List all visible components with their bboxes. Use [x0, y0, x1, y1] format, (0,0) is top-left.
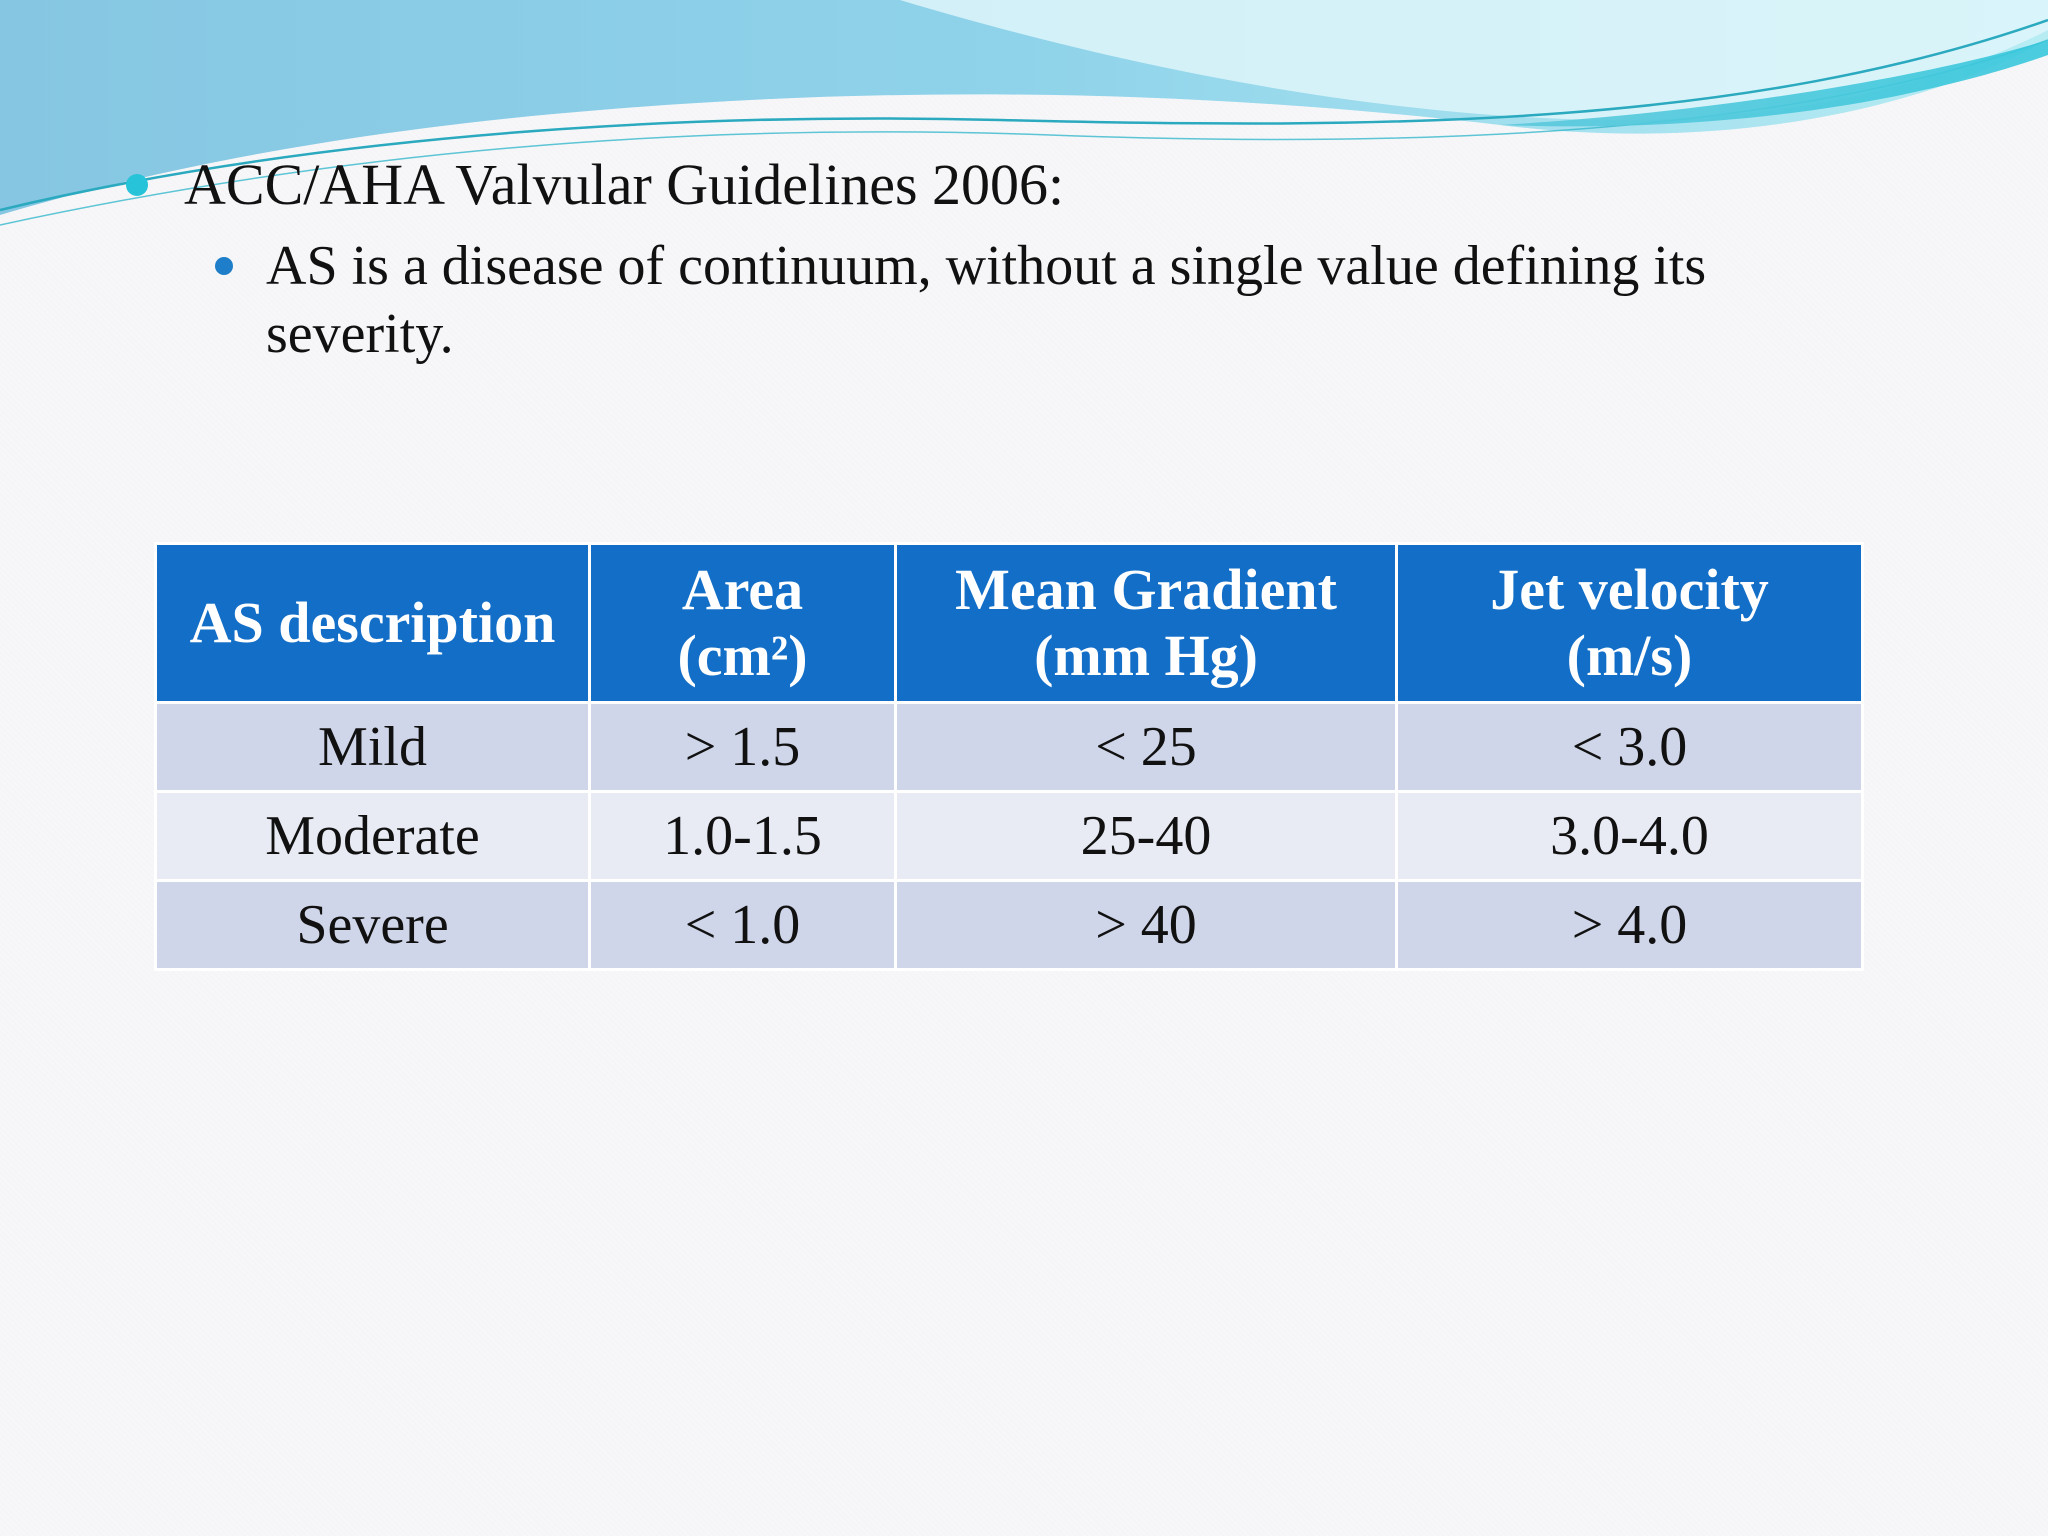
table-header-row: AS description Area (cm²) Mean Gradient …: [154, 542, 1864, 704]
header-text: Area: [681, 557, 804, 622]
severity-table-wrapper: AS description Area (cm²) Mean Gradient …: [154, 542, 1864, 971]
header-unit: (m/s): [1566, 623, 1693, 688]
bullet-level2-text: AS is a disease of continuum, without a …: [266, 235, 1707, 365]
header-unit: (cm²): [677, 623, 808, 688]
bullet-level1-text: ACC/AHA Valvular Guidelines 2006:: [184, 152, 1065, 217]
table-row-mild: Mild > 1.5 < 25 < 3.0: [154, 701, 1864, 793]
table-row-moderate: Moderate 1.0-1.5 25-40 3.0-4.0: [154, 790, 1864, 882]
table-cell: > 1.5: [588, 701, 897, 793]
table-cell: Moderate: [154, 790, 591, 882]
header-as-description: AS description: [154, 542, 591, 704]
decorative-wave-banner: [0, 0, 2048, 226]
header-unit: (mm Hg): [1034, 623, 1258, 688]
table-cell: Severe: [154, 879, 591, 971]
header-text: Jet velocity: [1490, 557, 1769, 622]
header-jet-velocity: Jet velocity (m/s): [1395, 542, 1864, 704]
aortic-stenosis-severity-table: AS description Area (cm²) Mean Gradient …: [154, 542, 1864, 971]
table-cell: 1.0-1.5: [588, 790, 897, 882]
table-cell: < 3.0: [1395, 701, 1864, 793]
table-cell: 25-40: [894, 790, 1398, 882]
header-text: AS description: [189, 590, 556, 655]
table-cell: 3.0-4.0: [1395, 790, 1864, 882]
table-cell: > 4.0: [1395, 879, 1864, 971]
table-cell: Mild: [154, 701, 591, 793]
bullet-dot-icon: [215, 257, 233, 275]
table-cell: < 25: [894, 701, 1398, 793]
bullet-dot-icon: [126, 174, 148, 196]
table-cell: < 1.0: [588, 879, 897, 971]
header-text: Mean Gradient: [955, 557, 1337, 622]
table-row-severe: Severe < 1.0 > 40 > 4.0: [154, 879, 1864, 971]
table-cell: > 40: [894, 879, 1398, 971]
header-area: Area (cm²): [588, 542, 897, 704]
header-mean-gradient: Mean Gradient (mm Hg): [894, 542, 1398, 704]
